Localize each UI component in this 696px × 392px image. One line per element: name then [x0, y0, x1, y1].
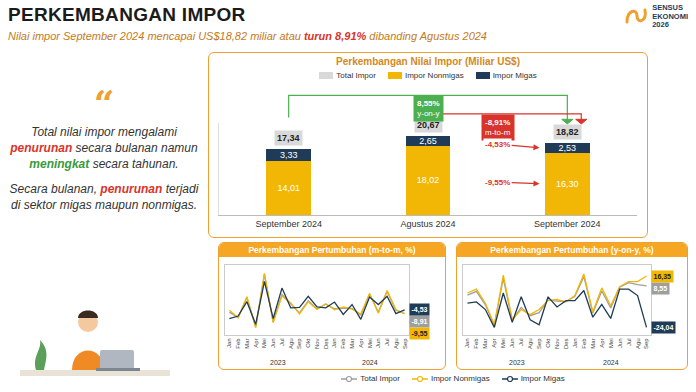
svg-text:Agu: Agu: [393, 338, 399, 349]
svg-text:Mei: Mei: [261, 338, 267, 348]
svg-text:Mei: Mei: [608, 338, 614, 348]
svg-text:Mar: Mar: [349, 338, 355, 348]
html-text:Perkembangan Pertumbuhan (y-on: Perkembangan Pertumbuhan (y-on-y, %): [490, 245, 654, 255]
svg-text:14,01: 14,01: [277, 183, 300, 193]
svg-text:2023: 2023: [270, 359, 286, 366]
svg-text:Jan: Jan: [572, 338, 578, 348]
svg-text:Jan: Jan: [331, 338, 337, 348]
svg-text:September 2024: September 2024: [534, 219, 601, 229]
html-text:Total nilai impor mengalami: Total nilai impor mengalami: [31, 125, 177, 139]
html-text:Impor Nonmigas: Impor Nonmigas: [404, 71, 464, 80]
svg-text:2,65: 2,65: [419, 136, 437, 146]
svg-text:Mar: Mar: [590, 338, 596, 348]
html-text:SENSUS: SENSUS: [652, 3, 683, 13]
svg-text:Nov: Nov: [314, 338, 320, 349]
svg-text:Jun: Jun: [617, 338, 623, 348]
svg-text:18,02: 18,02: [417, 175, 440, 185]
html-text:Perkembangan Nilai Impor (Mili: Perkembangan Nilai Impor (Miliar US$): [336, 56, 520, 67]
svg-text:Mar: Mar: [482, 338, 488, 348]
html-text:Secara bulanan, penurunan terj: Secara bulanan, penurunan terjadi di sek…: [9, 181, 199, 212]
html-text:penurunan secara bulanan namun: penurunan secara bulanan namun: [10, 141, 198, 156]
svg-text:3,33: 3,33: [280, 150, 298, 160]
svg-text:Sep: Sep: [643, 338, 649, 349]
svg-text:Feb: Feb: [235, 338, 241, 349]
svg-text:Apr: Apr: [491, 338, 497, 347]
svg-text:17,34: 17,34: [277, 133, 300, 143]
svg-text:8,55%y-on-y: 8,55%y-on-y: [417, 99, 440, 118]
svg-text:Jun: Jun: [375, 338, 381, 348]
svg-text:2024: 2024: [362, 359, 378, 366]
svg-text:Okt: Okt: [305, 338, 311, 348]
svg-text:Agu: Agu: [635, 338, 641, 349]
svg-text:-4,53: -4,53: [412, 306, 428, 314]
svg-text:-8,91: -8,91: [412, 318, 428, 326]
svg-text:16,35: 16,35: [654, 273, 672, 281]
html-text:PERKEMBANGAN IMPOR: PERKEMBANGAN IMPOR: [8, 4, 246, 25]
svg-text:-9,55%: -9,55%: [485, 178, 510, 187]
svg-text:Agu: Agu: [527, 338, 533, 349]
svg-text:-4,53%: -4,53%: [485, 140, 510, 149]
svg-text:Agu: Agu: [288, 338, 294, 349]
svg-text:Jul: Jul: [279, 338, 285, 346]
html-text:Impor Nonmigas: Impor Nonmigas: [430, 374, 490, 383]
svg-text:Nov: Nov: [554, 338, 560, 349]
html-text:meningkat secara tahunan.: meningkat secara tahunan.: [29, 157, 179, 172]
svg-text:Jul: Jul: [626, 338, 632, 346]
svg-text:Sep: Sep: [402, 338, 408, 349]
svg-text:2023: 2023: [509, 359, 525, 366]
svg-text:Okt: Okt: [545, 338, 551, 348]
svg-text:Jul: Jul: [518, 338, 524, 346]
svg-text:Apr: Apr: [358, 338, 364, 347]
svg-text:Jun: Jun: [509, 338, 515, 348]
html-text:2026: 2026: [652, 20, 669, 30]
svg-text:Jan: Jan: [464, 338, 470, 348]
svg-text:Apr: Apr: [599, 338, 605, 347]
svg-text:2024: 2024: [603, 359, 619, 366]
svg-text:8,55: 8,55: [654, 285, 668, 293]
html-text:Perkembangan Pertumbuhan (m-to: Perkembangan Pertumbuhan (m-to-m, %): [248, 245, 416, 255]
svg-text:Sep: Sep: [296, 338, 302, 349]
svg-text:Agustus 2024: Agustus 2024: [400, 219, 455, 229]
svg-text:Jul: Jul: [384, 338, 390, 346]
svg-text:-9,55: -9,55: [412, 330, 428, 338]
svg-text:Feb: Feb: [473, 338, 479, 349]
svg-text:Apr: Apr: [253, 338, 259, 347]
svg-text:20,67: 20,67: [417, 120, 440, 130]
html-text:Impor Migas: Impor Migas: [520, 374, 565, 383]
svg-text:18,82: 18,82: [556, 127, 579, 137]
svg-text:Jan: Jan: [226, 338, 232, 348]
svg-text:Jun: Jun: [270, 338, 276, 348]
html-text:EKONOMI: EKONOMI: [652, 11, 688, 21]
svg-text:Mei: Mei: [500, 338, 506, 348]
html-text:Total Impor: Total Impor: [360, 374, 400, 383]
svg-text:16,30: 16,30: [556, 179, 579, 189]
html-text:Total Impor: Total Impor: [336, 71, 376, 80]
svg-text:Sep: Sep: [536, 338, 542, 349]
svg-text:Feb: Feb: [581, 338, 587, 349]
svg-text:2,53: 2,53: [559, 143, 577, 153]
svg-text:-8,91%m-to-m: -8,91%m-to-m: [485, 118, 511, 137]
svg-text:September 2024: September 2024: [255, 219, 322, 229]
svg-text:Feb: Feb: [340, 338, 346, 349]
svg-text:Mei: Mei: [367, 338, 373, 348]
svg-text:Des: Des: [323, 338, 329, 349]
svg-text:-24,04: -24,04: [654, 324, 674, 332]
html-text:Impor Migas: Impor Migas: [492, 71, 537, 80]
svg-text:Des: Des: [563, 338, 569, 349]
svg-text:Mar: Mar: [244, 338, 250, 348]
html-text:Nilai impor September 2024 men: Nilai impor September 2024 mencapai US$1…: [8, 30, 487, 42]
